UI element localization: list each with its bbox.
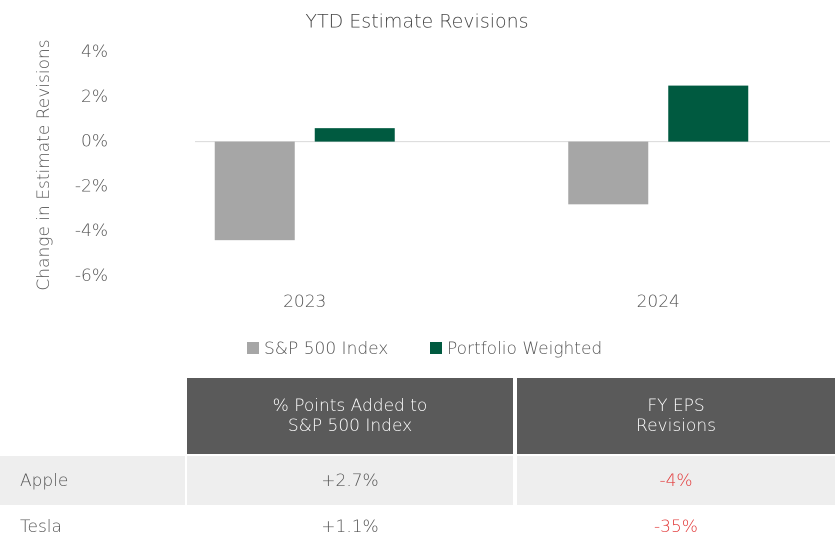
row-label: Apple (0, 456, 185, 505)
table-cell: +1.1% (187, 507, 513, 546)
row-label: Tesla (0, 507, 185, 546)
legend-swatch (247, 342, 259, 354)
y-tick-label: 2% (81, 87, 108, 107)
table-cell: -4% (517, 456, 835, 505)
legend-label: S&P 500 Index (264, 339, 388, 359)
chart-title: YTD Estimate Revisions (305, 11, 528, 33)
bar (214, 141, 295, 241)
y-axis-label: Change in Estimate Revisions (34, 39, 54, 290)
table-cell: +2.7% (187, 456, 513, 505)
y-tick-label: 0% (81, 132, 108, 152)
x-tick-label: 2023 (283, 292, 326, 312)
bar (668, 85, 749, 142)
y-tick-label: -6% (75, 266, 108, 286)
column-header: FY EPS Revisions (517, 378, 835, 454)
table-cell: -35% (517, 507, 835, 546)
bar (568, 141, 649, 205)
chart: YTD Estimate Revisions Change in Estimat… (34, 11, 830, 359)
y-tick-label: -2% (75, 176, 108, 196)
y-tick-label: 4% (81, 42, 108, 62)
x-tick-label: 2024 (637, 292, 680, 312)
legend-swatch (430, 342, 442, 354)
bar (314, 128, 395, 142)
y-tick-label: -4% (75, 221, 108, 241)
column-header: % Points Added to S&P 500 Index (187, 378, 513, 454)
legend-label: Portfolio Weighted (447, 339, 602, 359)
